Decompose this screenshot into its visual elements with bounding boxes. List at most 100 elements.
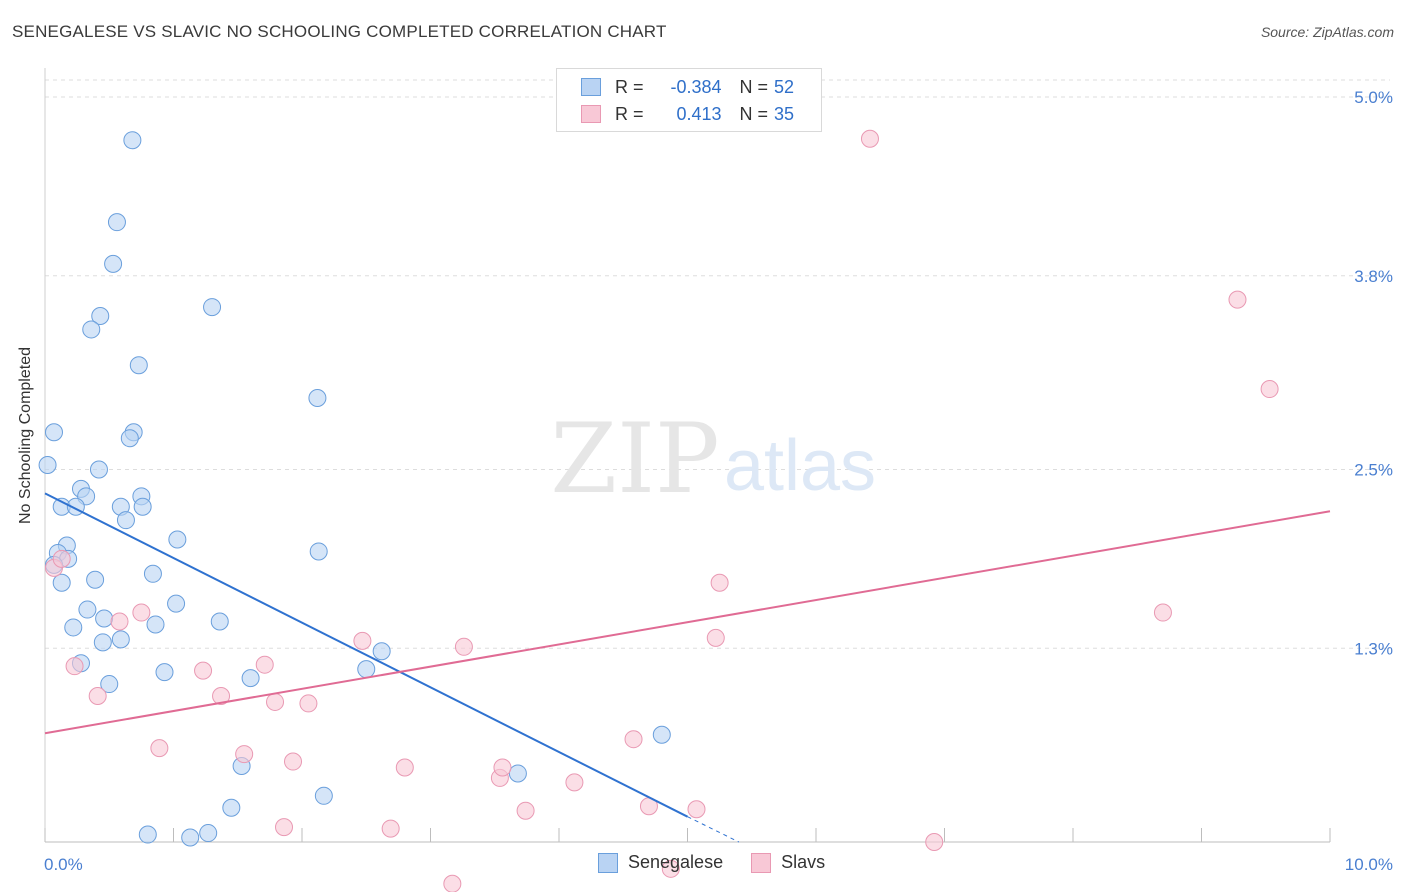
slavs-point [687,800,706,819]
n-value: 52 [774,76,795,97]
watermark: ZIP atlas [550,403,876,515]
slavs-swatch [751,852,772,873]
senegalese-point [652,725,671,744]
senegalese-swatch [581,78,601,96]
legend-item-senegalese: Senegalese [598,852,723,873]
slavs-label: Slavs [781,852,826,872]
stats-legend: R = -0.384 N = 52 R = 0.413 N = 35 [556,68,822,132]
slavs-point [353,631,372,650]
senegalese-point [210,612,229,631]
r-value: 0.413 [676,103,722,124]
y-tick-label: 5.0% [1354,88,1393,107]
senegalese-point [91,307,110,326]
slavs-point [88,686,107,705]
n-value: 35 [774,103,795,124]
senegalese-point [241,669,260,688]
r-value: -0.384 [670,76,722,97]
slavs-point [624,730,643,749]
senegalese-point [222,798,241,817]
tick-labels: 1.3% 2.5% 3.8% 5.0% 0.0% 10.0% [44,88,1393,874]
senegalese-point [107,213,126,232]
slavs-point [255,655,274,674]
y-tick-label: 2.5% [1354,461,1393,480]
n-label: N = [739,76,769,97]
slavs-point [150,739,169,758]
slavs-point [395,758,414,777]
senegalese-point [52,573,71,592]
slavs-point [194,661,213,680]
slavs-point [925,833,944,851]
legend-row-senegalese: R = -0.384 N = 52 [581,75,794,99]
senegalese-point [168,530,187,549]
source-credit: Source: ZipAtlas.com [1260,24,1394,40]
senegalese-point [82,320,101,339]
grid [45,79,1390,649]
senegalese-label: Senegalese [628,852,724,872]
n-label: N = [739,103,769,124]
slavs-point [493,758,512,777]
slavs-point [516,801,535,820]
slavs-point [706,628,725,647]
senegalese-point [199,824,218,843]
slavs-point [381,819,400,838]
slavs-point [661,859,680,878]
senegalese-point [181,828,200,847]
senegalese-point [308,388,327,407]
slavs-point [235,745,254,764]
r-label: R = [615,103,644,124]
senegalese-trend-line [44,492,688,818]
senegalese-point [203,298,222,317]
slavs-point [52,549,71,568]
senegalese-point [167,594,186,613]
watermark-atlas: atlas [724,426,876,506]
senegalese-point [120,429,139,448]
senegalese-point [104,254,123,273]
senegalese-point [372,642,391,661]
senegalese-point [508,764,527,783]
slavs-point [110,612,129,631]
senegalese-point [95,609,114,628]
r-label: R = [615,76,644,97]
senegalese-trend-extension [687,816,740,843]
axes [44,68,1331,843]
senegalese-point [138,825,157,844]
senegalese-point [38,456,57,475]
senegalese-point [64,618,83,637]
senegalese-point [116,511,135,530]
y-tick-label: 3.8% [1354,267,1393,286]
senegalese-swatch [598,852,618,873]
senegalese-point [314,786,333,805]
slavs-trend-line [44,510,1331,735]
y-tick-label: 1.3% [1354,639,1393,658]
senegalese-point [86,570,105,589]
legend-item-slavs: Slavs [751,852,825,873]
senegalese-point [133,497,152,516]
slavs-point [565,773,584,792]
slavs-point [454,637,473,656]
senegalese-point [93,633,112,652]
senegalese-point [143,564,162,583]
x-tick-label: 0.0% [44,855,83,874]
chart-title: SENEGALESE VS SLAVIC NO SCHOOLING COMPLE… [12,22,667,41]
slavs-swatch [581,105,601,123]
senegalese-point [123,131,142,150]
series-legend: Senegalese Slavs [598,852,853,873]
legend-row-slavs: R = 0.413 N = 35 [581,102,794,126]
slavs-point [275,818,294,837]
slavs-point [1228,290,1247,309]
slavs-point [65,657,84,676]
slavs-point [860,129,879,148]
slavs-point [212,686,231,705]
slavs-point [1153,603,1172,622]
senegalese-point [78,600,97,619]
senegalese-point [357,660,376,679]
senegalese-point [111,630,130,649]
senegalese-point [155,663,174,682]
senegalese-point [146,615,165,634]
slavs-point [266,692,285,711]
watermark-zip: ZIP [550,403,719,515]
senegalese-point [309,542,328,561]
senegalese-point [44,423,63,442]
slavs-point [284,752,303,771]
